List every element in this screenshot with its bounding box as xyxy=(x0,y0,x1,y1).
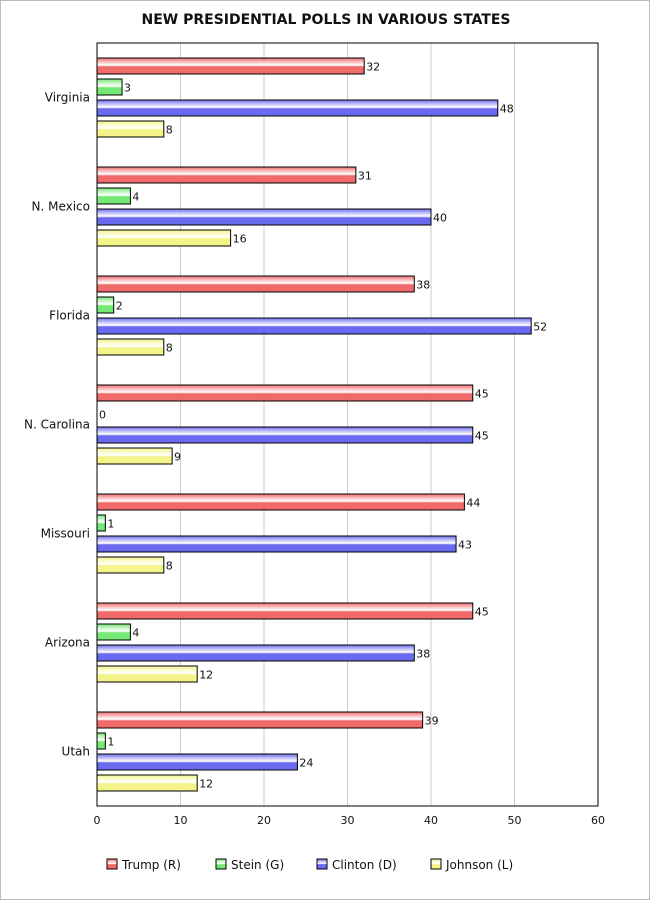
plot-frame xyxy=(96,42,599,807)
x-tick-label: 40 xyxy=(424,814,438,827)
data-label: 2 xyxy=(116,300,123,313)
bar-trump xyxy=(96,602,474,620)
bar-johnson xyxy=(96,774,198,792)
data-label: 45 xyxy=(475,606,489,619)
data-label: 45 xyxy=(475,430,489,443)
bar-trump xyxy=(96,493,465,511)
data-label: 12 xyxy=(199,778,213,791)
data-label: 4 xyxy=(132,627,139,640)
bar-trump xyxy=(96,57,365,75)
data-label: 31 xyxy=(358,170,372,183)
data-label: 44 xyxy=(466,497,480,510)
legend-swatch xyxy=(430,858,442,870)
data-label: 12 xyxy=(199,669,213,682)
bar-clinton xyxy=(96,535,457,553)
x-tick-label: 60 xyxy=(591,814,605,827)
data-label: 3 xyxy=(124,82,131,95)
data-label: 0 xyxy=(99,409,106,422)
data-label: 16 xyxy=(233,233,247,246)
bar-stein xyxy=(96,78,123,96)
data-label: 38 xyxy=(416,648,430,661)
data-label: 24 xyxy=(299,757,313,770)
y-category-label: Arizona xyxy=(45,636,90,650)
data-label: 8 xyxy=(166,560,173,573)
legend-label: Stein (G) xyxy=(231,858,284,872)
data-label: 1 xyxy=(107,518,114,531)
x-tick-label: 0 xyxy=(94,814,101,827)
y-category-label: N. Mexico xyxy=(31,200,90,214)
bar-stein xyxy=(96,296,115,314)
y-category-label: Florida xyxy=(49,309,90,323)
legend-label: Clinton (D) xyxy=(332,858,397,872)
data-label: 52 xyxy=(533,321,547,334)
legend-swatch xyxy=(215,858,227,870)
bar-trump xyxy=(96,166,357,184)
legend-label: Johnson (L) xyxy=(445,858,513,872)
x-tick-label: 10 xyxy=(174,814,188,827)
legend-swatch xyxy=(106,858,118,870)
bar-trump xyxy=(96,384,474,402)
bar-johnson xyxy=(96,338,165,356)
data-label: 48 xyxy=(500,103,514,116)
bar-stein xyxy=(96,187,131,205)
bar-clinton xyxy=(96,208,432,226)
bar-johnson xyxy=(96,665,198,683)
data-label: 1 xyxy=(107,736,114,749)
bar-johnson xyxy=(96,556,165,574)
data-label: 39 xyxy=(425,715,439,728)
bar-johnson xyxy=(96,447,173,465)
bar-johnson xyxy=(96,120,165,138)
data-label: 4 xyxy=(132,191,139,204)
data-label: 8 xyxy=(166,124,173,137)
data-label: 45 xyxy=(475,388,489,401)
y-category-label: Virginia xyxy=(45,91,90,105)
bar-johnson xyxy=(96,229,232,247)
bar-clinton xyxy=(96,753,298,771)
bar-stein xyxy=(96,514,106,532)
bar-clinton xyxy=(96,99,499,117)
data-label: 38 xyxy=(416,279,430,292)
data-label: 40 xyxy=(433,212,447,225)
bar-trump xyxy=(96,275,415,293)
bar-stein xyxy=(96,732,106,750)
x-tick-label: 30 xyxy=(341,814,355,827)
data-label: 32 xyxy=(366,61,380,74)
legend-label: Trump (R) xyxy=(121,858,181,872)
bar-trump xyxy=(96,711,424,729)
data-label: 9 xyxy=(174,451,181,464)
bar-clinton xyxy=(96,317,532,335)
y-category-label: Utah xyxy=(62,745,90,759)
data-label: 43 xyxy=(458,539,472,552)
x-tick-label: 20 xyxy=(257,814,271,827)
legend-swatch xyxy=(316,858,328,870)
bar-clinton xyxy=(96,644,415,662)
y-category-label: N. Carolina xyxy=(24,418,90,432)
y-category-label: Missouri xyxy=(41,527,90,541)
bar-clinton xyxy=(96,426,474,444)
data-label: 8 xyxy=(166,342,173,355)
bar-stein xyxy=(96,623,131,641)
chart-title: NEW PRESIDENTIAL POLLS IN VARIOUS STATES xyxy=(142,12,511,28)
x-tick-label: 50 xyxy=(508,814,522,827)
